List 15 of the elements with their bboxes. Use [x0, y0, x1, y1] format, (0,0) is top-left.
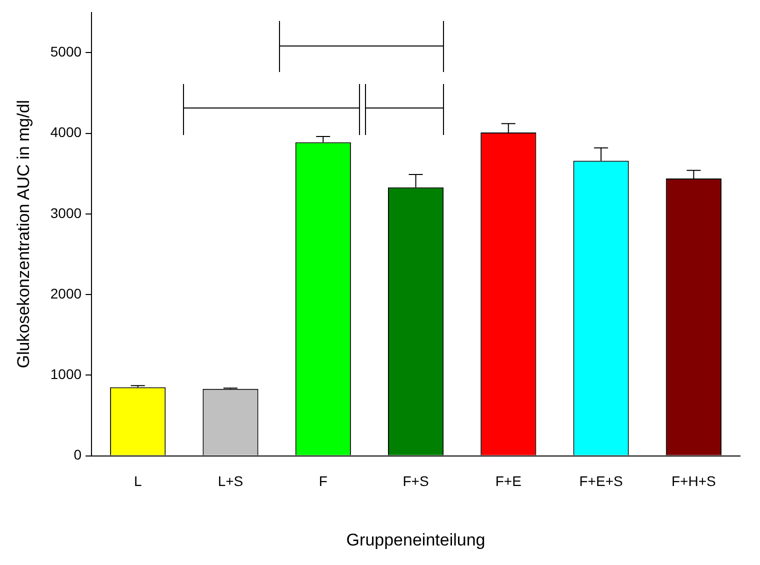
- y-tick-label: 4000: [50, 124, 82, 140]
- y-tick-label: 2000: [50, 285, 82, 302]
- x-tick-label: F+H+S: [672, 473, 716, 490]
- y-tick-label: 0: [74, 446, 82, 463]
- x-tick-label: L: [134, 473, 142, 490]
- x-tick-label: F+S: [402, 473, 429, 490]
- y-tick-label: 5000: [50, 44, 82, 60]
- y-tick-label: 3000: [50, 204, 82, 221]
- x-tick-label: F+E: [495, 473, 522, 490]
- x-axis-title: Gruppeneinteilung: [346, 530, 486, 550]
- y-axis-title: Glukosekonzentration AUC in mg/dl: [14, 100, 33, 368]
- x-tick-label: L+S: [218, 473, 244, 490]
- x-tick-label: F+E+S: [579, 473, 623, 490]
- y-tick-label: 1000: [50, 366, 82, 382]
- x-tick-label: F: [318, 473, 328, 490]
